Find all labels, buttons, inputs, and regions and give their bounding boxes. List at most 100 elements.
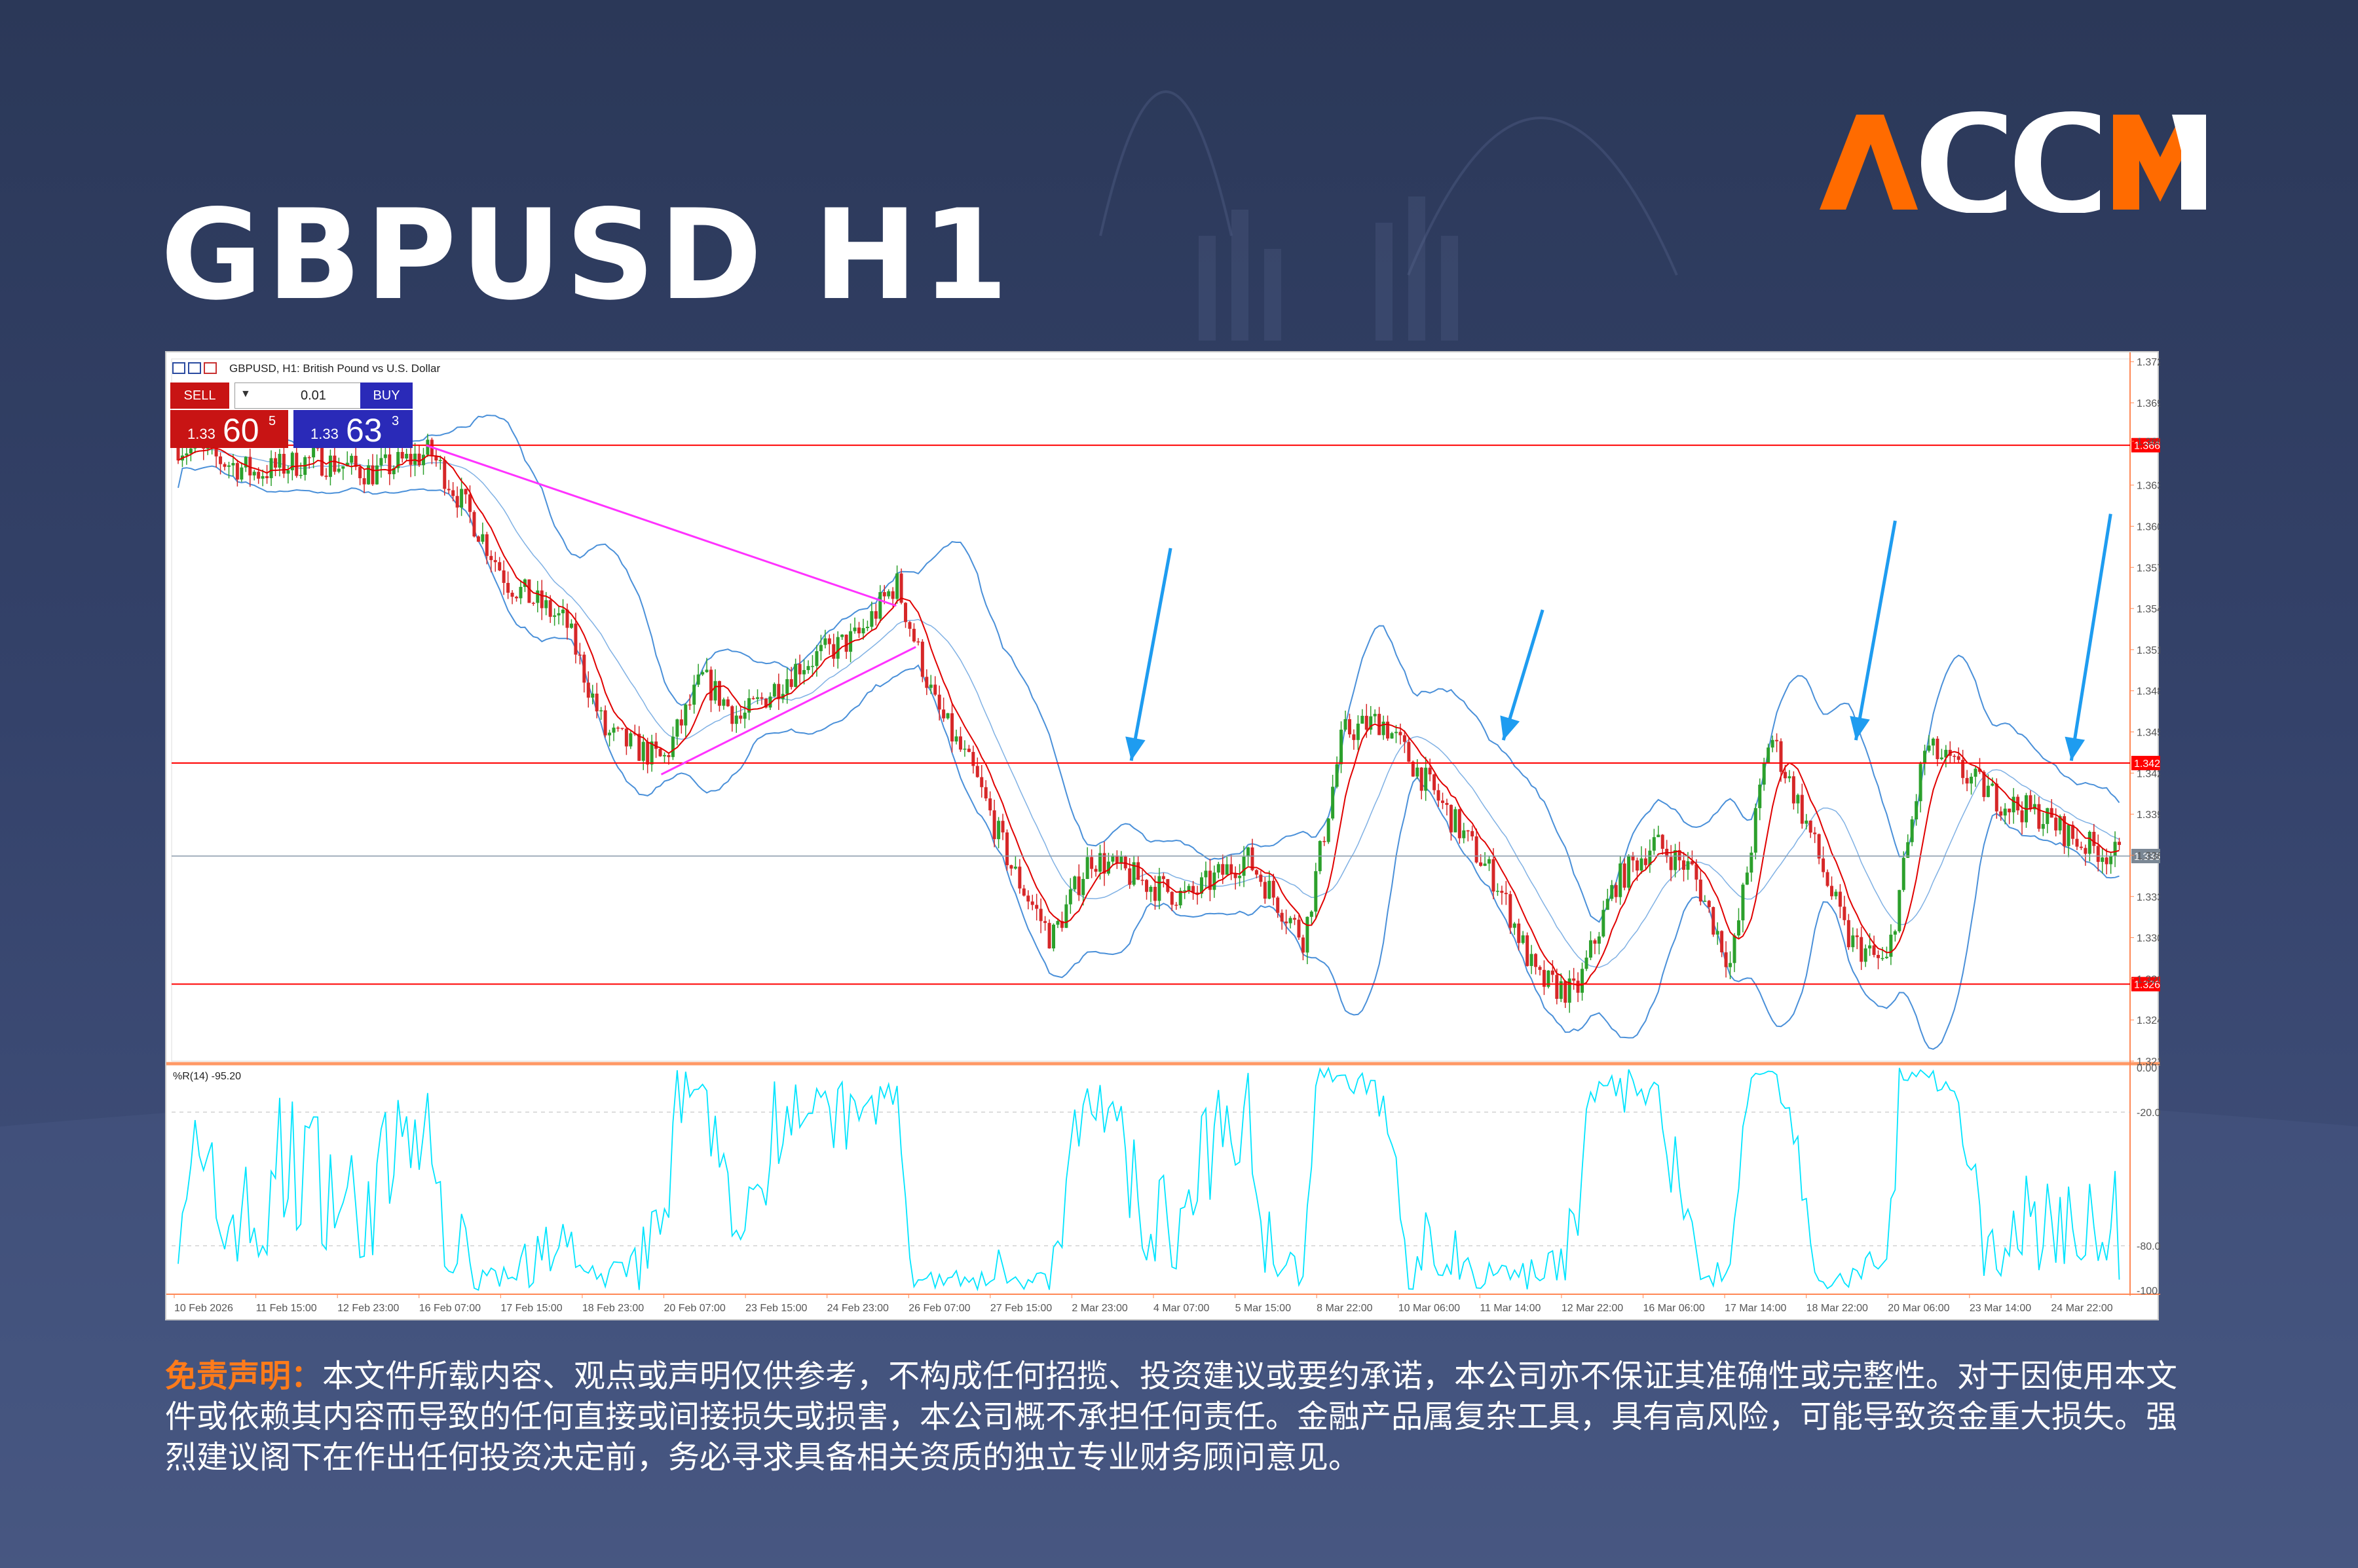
candle [1398, 723, 1402, 745]
candle [1293, 914, 1297, 925]
candle-body [2020, 810, 2024, 823]
sell-button[interactable]: SELL [170, 383, 229, 409]
lot-decrease-icon[interactable]: ▼ [240, 388, 251, 400]
candle-body [1221, 864, 1225, 875]
candle [946, 713, 950, 720]
buy-price-box[interactable]: 1.33 63 3 [293, 410, 413, 449]
candle-body [214, 444, 218, 457]
arrow-shaft [2069, 513, 2112, 761]
time-tick-label: 23 Feb 15:00 [745, 1303, 807, 1314]
candle-body [1297, 920, 1301, 938]
candle [1145, 879, 1149, 900]
candle [1178, 887, 1182, 908]
candle [2101, 848, 2105, 874]
candle-body [1001, 821, 1005, 832]
candle [1534, 953, 1538, 975]
price-tick-label: 1.34810 [2137, 686, 2160, 698]
candle-body [789, 679, 793, 687]
candle [1305, 916, 1309, 965]
candle-body [1331, 787, 1335, 819]
lot-size-field[interactable]: ▼ 0.01 ▲ [234, 383, 381, 409]
bollinger-middle [178, 449, 2120, 968]
candle-body [1419, 767, 1423, 791]
candle [608, 730, 612, 747]
candle [443, 456, 447, 496]
candle-body [375, 465, 379, 485]
candle [455, 486, 459, 518]
candle [307, 455, 311, 469]
candle-body [1918, 764, 1922, 802]
candle-body [840, 634, 844, 637]
candle-body [895, 573, 899, 599]
candle [1212, 865, 1216, 898]
candle [1936, 736, 1939, 766]
candle-body [1263, 882, 1267, 899]
candle [1018, 859, 1022, 894]
candle-body [1563, 981, 1567, 1003]
candle-body [1369, 716, 1373, 730]
candle-body [730, 706, 734, 724]
candle [810, 655, 814, 677]
candle [1572, 967, 1576, 990]
candle-body [1944, 749, 1948, 758]
candle [1796, 793, 1800, 814]
candle [481, 522, 485, 544]
price-tick-label: 1.36310 [2137, 481, 2160, 492]
candle-body [1961, 760, 1965, 778]
candle-body [1284, 922, 1288, 924]
candle [1893, 929, 1897, 942]
price-tick-label: 1.36010 [2137, 521, 2160, 532]
candle [967, 745, 971, 753]
candle-body [1534, 954, 1538, 967]
candle [1199, 872, 1203, 899]
candle [2084, 844, 2087, 866]
arrow-annotation [1850, 520, 1897, 741]
candle-body [908, 622, 912, 629]
candle-body [1622, 863, 1626, 888]
candle-body [1238, 876, 1242, 878]
candle [840, 634, 844, 640]
candle-body [1796, 794, 1800, 804]
candle-body [1956, 756, 1960, 760]
candle-body [1775, 739, 1779, 741]
candle-body [1652, 837, 1656, 851]
candle-body [2041, 824, 2045, 829]
candle [379, 447, 383, 478]
candle [1314, 863, 1318, 919]
indicator-label: %R(14) -95.20 [173, 1071, 241, 1082]
candle-body [1488, 859, 1491, 864]
buy-button[interactable]: BUY [360, 383, 413, 409]
candle-body [2029, 795, 2032, 810]
candle [624, 728, 628, 755]
candle [726, 696, 730, 707]
candle-body [696, 674, 700, 685]
candle-body [620, 728, 624, 729]
candle-body [2096, 846, 2100, 862]
sell-price-box[interactable]: 1.33 60 5 [170, 410, 288, 449]
candle [1525, 932, 1529, 967]
candle [227, 462, 231, 479]
candle-body [717, 681, 721, 706]
candle-body [1817, 834, 1821, 859]
candle [2075, 829, 2079, 850]
candle-body [891, 591, 895, 599]
candle-body [1462, 830, 1466, 838]
candle [1822, 846, 1825, 878]
candle [1090, 849, 1094, 878]
candle-body [2087, 831, 2091, 854]
candle [1758, 778, 1762, 821]
candle-body [1860, 937, 1863, 962]
candle [333, 444, 337, 475]
candle-body [1407, 741, 1411, 762]
candle [975, 757, 979, 778]
candle [396, 445, 400, 473]
candle-body [1682, 860, 1686, 870]
candle-body [1343, 719, 1347, 730]
candle-body [1605, 899, 1609, 910]
candle [417, 445, 421, 467]
candle [1619, 856, 1622, 905]
candle [1500, 886, 1504, 905]
candle-body [2063, 816, 2067, 846]
